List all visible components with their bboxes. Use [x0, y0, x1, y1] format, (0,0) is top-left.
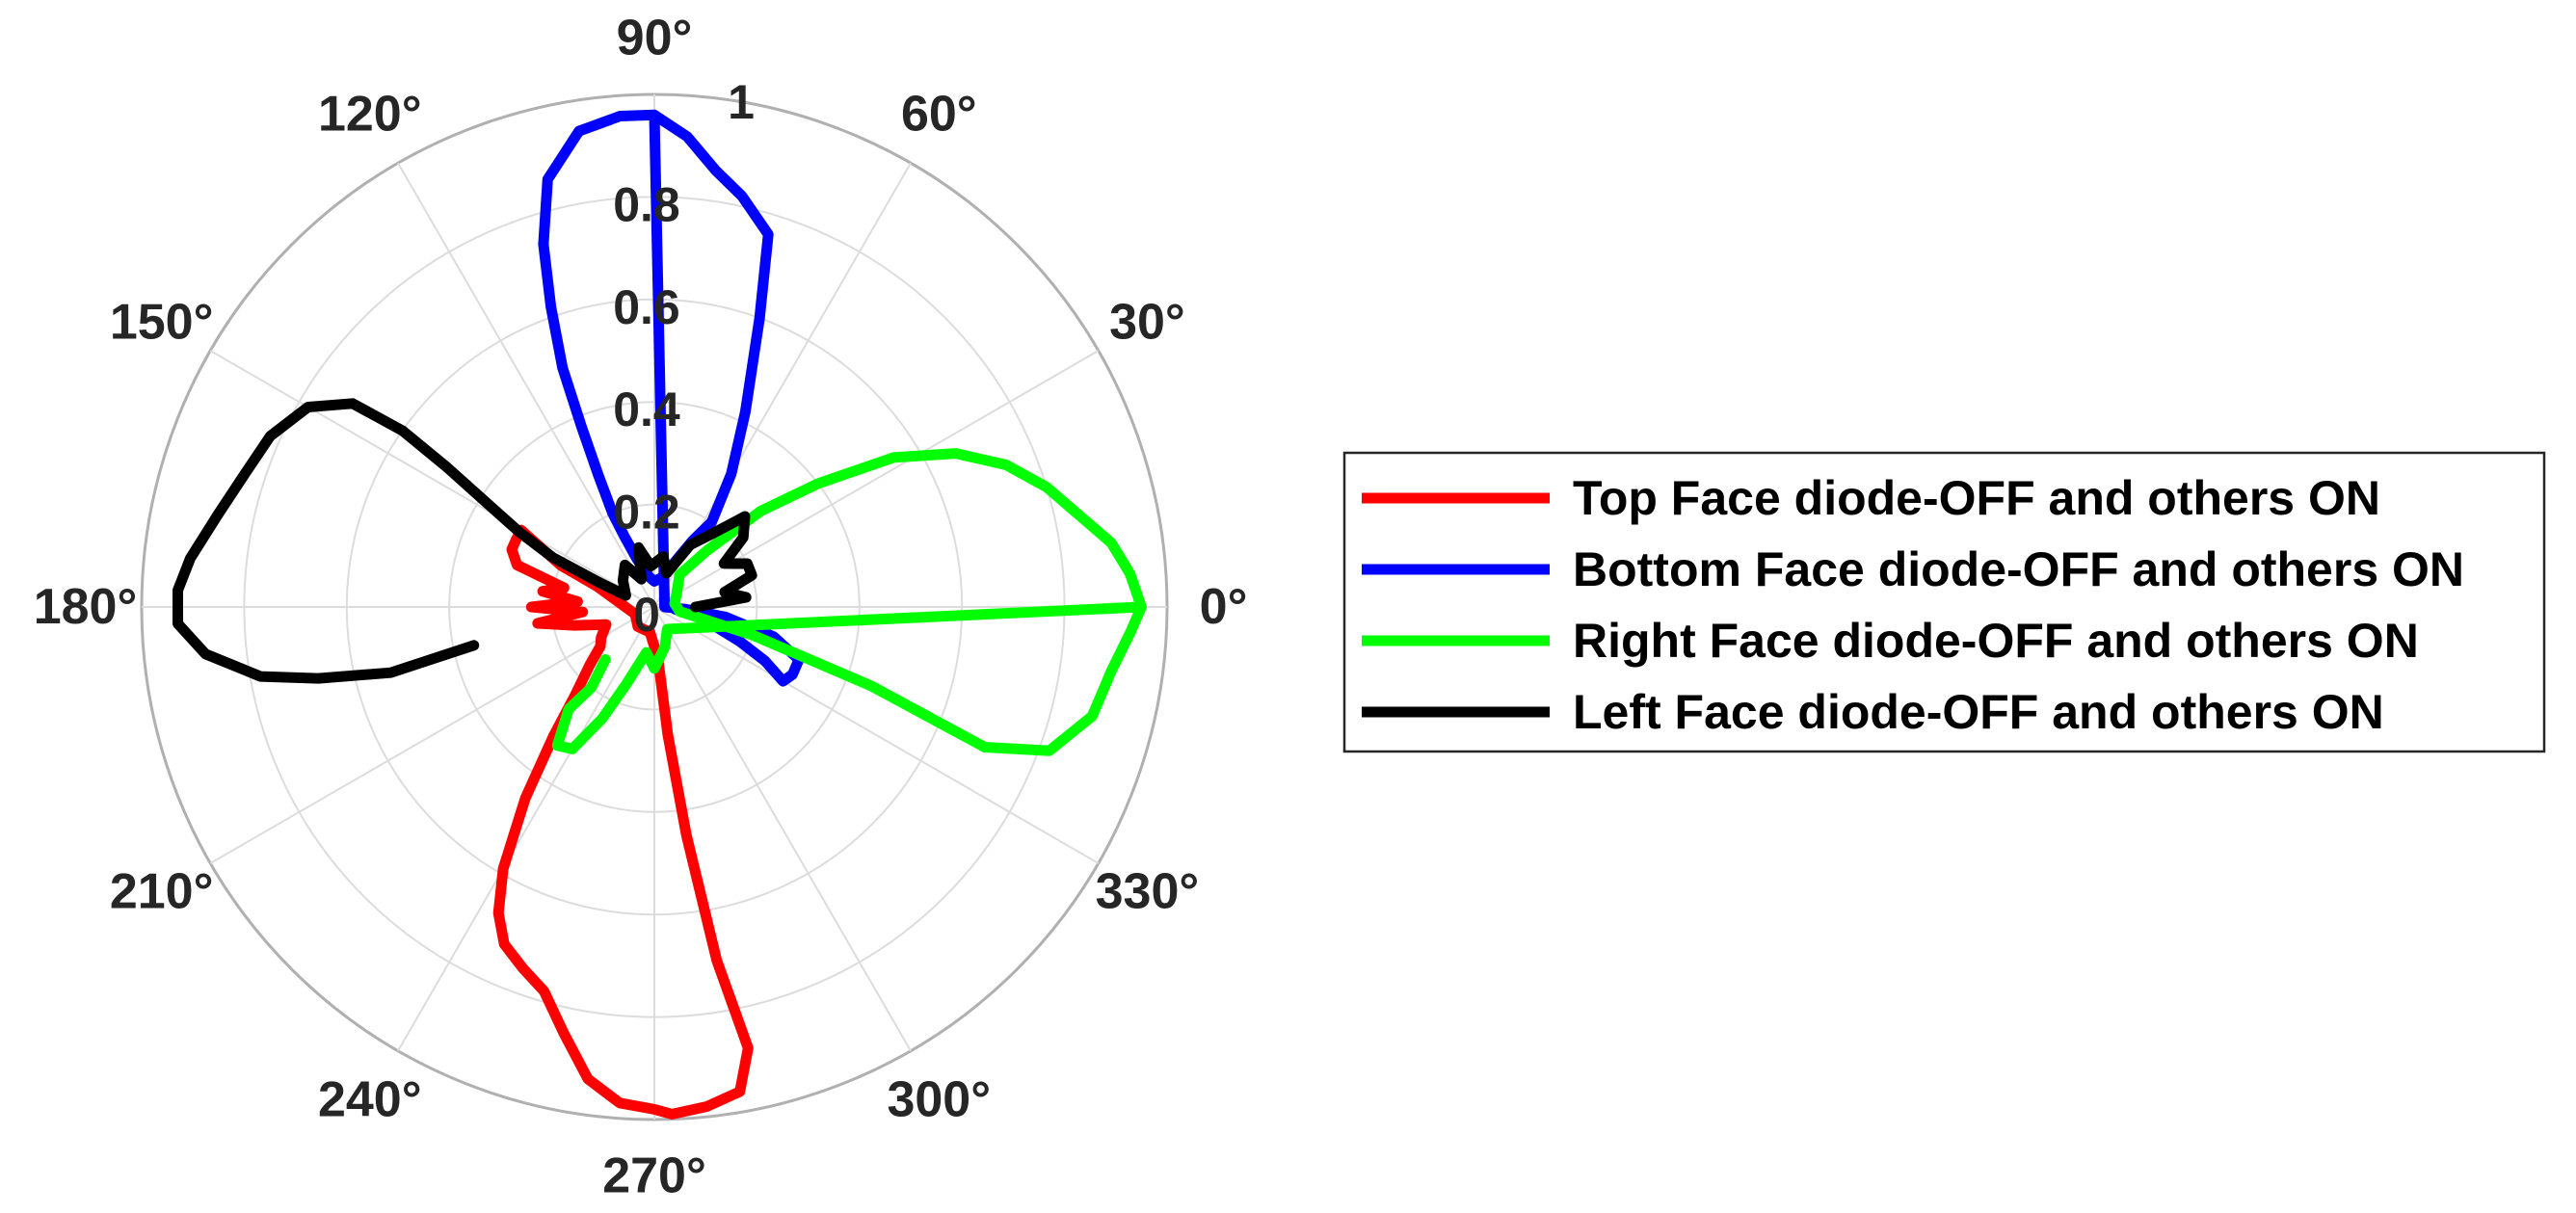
legend-label: Right Face diode-OFF and others ON [1573, 614, 2419, 668]
series-line-3 [551, 448, 1147, 756]
angle-tick-label: 0° [1200, 579, 1248, 635]
angle-tick-label: 210° [110, 863, 214, 919]
radial-tick-label: 0.4 [613, 382, 680, 436]
legend-label: Top Face diode-OFF and others ON [1573, 471, 2380, 525]
series-line-1 [492, 524, 754, 1120]
grid-spoke [397, 162, 655, 608]
angle-tick-label: 330° [1096, 863, 1200, 919]
angle-tick-label: 60° [901, 87, 977, 143]
radial-tick-label: 0.8 [613, 177, 680, 231]
grid-spoke [397, 606, 655, 1052]
radial-tick-label: 0.2 [613, 486, 680, 540]
radial-tick-label: 0 [633, 588, 660, 642]
angle-tick-labels: 0° 30° 60° 90° 120° 150° 180° 210° 240° 270° 300° 3… [34, 10, 1248, 1203]
grid-spoke [209, 350, 655, 608]
angle-tick-label: 120° [318, 87, 422, 143]
radial-tick-label: 0.6 [613, 280, 680, 334]
grid-spoke [653, 606, 1100, 864]
series-line-4 [173, 398, 757, 684]
angle-tick-label: 90° [617, 10, 693, 66]
angle-tick-label: 270° [602, 1148, 706, 1204]
angle-tick-label: 300° [887, 1071, 991, 1127]
angle-tick-label: 180° [34, 579, 138, 635]
legend-entries: Top Face diode-OFF and others ON Bottom F… [1362, 471, 2464, 739]
radial-tick-labels: 0 0.2 0.4 0.6 0.8 1 [613, 75, 755, 642]
angle-tick-label: 150° [110, 295, 214, 351]
legend-label: Left Face diode-OFF and others ON [1573, 685, 2384, 739]
grid-spoke [209, 606, 655, 864]
data-series [173, 109, 1147, 1120]
grid-spoke [653, 606, 912, 1052]
legend-label: Bottom Face diode-OFF and others ON [1573, 542, 2464, 596]
radial-tick-label: 1 [728, 75, 755, 129]
angle-tick-label: 30° [1109, 295, 1185, 351]
angle-tick-label: 240° [318, 1071, 422, 1127]
legend: Top Face diode-OFF and others ON Bottom F… [1342, 451, 2546, 753]
